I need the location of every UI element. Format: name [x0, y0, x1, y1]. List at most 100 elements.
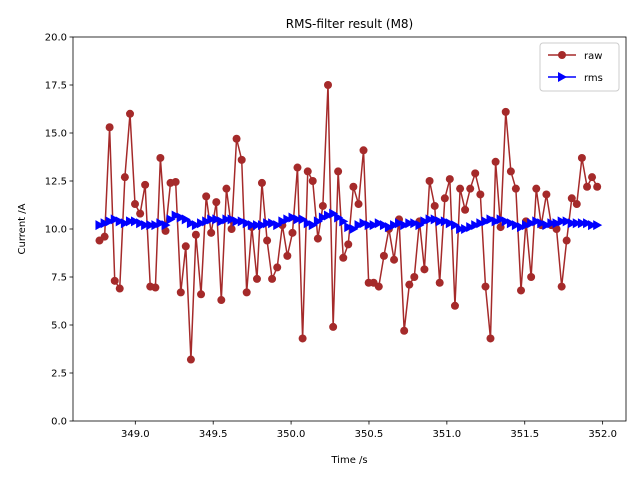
marker [420, 265, 429, 274]
legend-box [539, 42, 620, 92]
marker [425, 177, 434, 185]
x-tick-label: 350.0 [277, 429, 306, 440]
marker [359, 218, 369, 229]
marker [308, 177, 317, 185]
marker [227, 225, 236, 233]
x-tick-label: 352.0 [588, 429, 617, 440]
marker [476, 218, 486, 229]
y-axis-label: Current /A [17, 203, 28, 254]
y-tick-label: 0.0 [51, 417, 67, 428]
marker [186, 355, 195, 364]
marker [537, 218, 547, 229]
marker [252, 274, 261, 283]
y-tick-label: 20.0 [45, 33, 67, 44]
marker [384, 222, 394, 233]
marker [400, 326, 409, 335]
marker [349, 182, 358, 191]
marker [161, 220, 171, 231]
marker [334, 212, 344, 223]
marker [558, 51, 566, 59]
marker [379, 220, 389, 231]
marker [354, 200, 363, 209]
marker [481, 216, 491, 227]
marker [120, 173, 129, 182]
marker [263, 236, 272, 245]
marker [349, 224, 359, 234]
marker [339, 253, 348, 262]
marker [293, 163, 302, 172]
marker [588, 220, 598, 231]
marker [405, 280, 414, 289]
marker [562, 216, 572, 227]
marker [191, 220, 201, 231]
marker [532, 184, 541, 193]
marker [227, 214, 237, 225]
x-tick-label: 351.5 [510, 429, 539, 440]
marker [110, 214, 120, 225]
marker [440, 194, 449, 203]
marker [100, 232, 109, 241]
plot-frame [72, 36, 627, 422]
marker [557, 282, 566, 291]
marker [273, 263, 282, 272]
marker [126, 216, 136, 227]
marker [191, 230, 200, 239]
marker [268, 218, 278, 229]
marker [105, 123, 114, 132]
marker [369, 220, 379, 231]
y-tick-label: 7.5 [51, 273, 67, 284]
marker [521, 220, 531, 231]
marker [288, 212, 298, 223]
marker [181, 242, 190, 251]
chart-title: RMS-filter result (M8) [286, 17, 413, 31]
marker [136, 218, 146, 229]
marker [288, 228, 297, 237]
marker [344, 222, 354, 233]
marker [232, 216, 242, 227]
marker [450, 220, 460, 231]
marker [136, 209, 145, 218]
marker [511, 220, 521, 231]
marker [146, 220, 156, 231]
marker [232, 134, 241, 143]
marker [461, 205, 470, 214]
marker [552, 218, 562, 229]
y-tick-label: 2.5 [51, 369, 67, 380]
marker [567, 194, 576, 203]
marker [257, 220, 267, 231]
marker [141, 180, 150, 189]
marker [364, 220, 374, 231]
marker [354, 220, 364, 231]
legend-label: rms [584, 73, 603, 84]
marker [283, 251, 292, 260]
marker [583, 218, 593, 229]
marker [273, 220, 283, 231]
marker [572, 200, 581, 209]
marker [572, 218, 582, 229]
marker [445, 175, 454, 184]
marker [324, 210, 334, 221]
marker [212, 214, 222, 225]
marker [593, 182, 602, 191]
marker [506, 167, 515, 176]
marker [420, 216, 430, 227]
marker [486, 334, 495, 343]
marker [197, 290, 206, 299]
marker [471, 169, 480, 178]
marker [334, 167, 343, 176]
marker [263, 218, 273, 229]
marker [511, 184, 520, 193]
marker [217, 216, 227, 227]
marker [212, 198, 221, 207]
y-tick-label: 12.5 [45, 177, 67, 188]
marker [303, 218, 313, 229]
marker [359, 146, 368, 155]
marker [120, 218, 130, 229]
marker [242, 288, 251, 297]
y-tick-label: 10.0 [45, 225, 67, 236]
marker [313, 234, 322, 243]
marker [176, 288, 185, 297]
marker [410, 273, 419, 281]
x-tick-label: 349.5 [199, 429, 228, 440]
marker [466, 184, 475, 193]
